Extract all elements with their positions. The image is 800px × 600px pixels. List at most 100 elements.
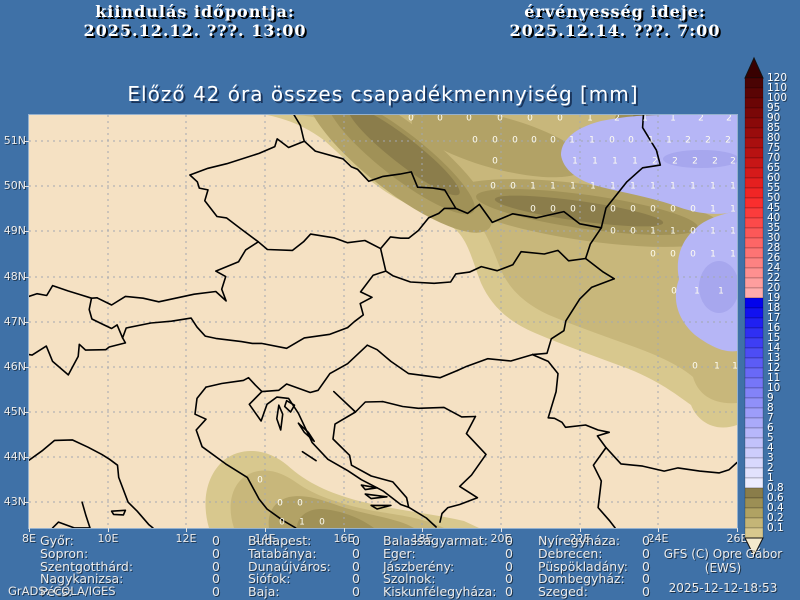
precip-value: 1 <box>530 182 536 192</box>
colorbar-segment <box>744 107 764 119</box>
precip-value: 0 <box>557 115 563 124</box>
station-name: Tatabánya: <box>248 545 317 561</box>
colorbar-segment <box>744 127 764 139</box>
precip-value: 1 <box>642 115 648 124</box>
colorbar-label: 22 <box>767 272 781 284</box>
station-precip-value: 0 <box>352 558 360 574</box>
lon-tick-mark <box>658 528 659 532</box>
lon-tick-mark <box>501 528 502 532</box>
precip-value: 1 <box>610 182 616 192</box>
precip-value: 0 <box>628 136 634 146</box>
precip-value: 1 <box>550 182 556 192</box>
run-time-header: kiindulás időpontja: 2025.12.12. ???. 13… <box>30 2 360 40</box>
colorbar-label: 40 <box>767 212 781 224</box>
colorbar-segment <box>744 497 764 509</box>
precip-value: 2 <box>730 157 736 167</box>
colorbar-segment <box>744 467 764 479</box>
border-island-cres <box>276 404 284 431</box>
border-croatia-bosnia-north-border <box>354 400 477 418</box>
colorbar-label: 0.4 <box>767 502 784 514</box>
station-name: Eger: <box>383 545 416 561</box>
station-name: Kiskunfélegyháza: <box>383 584 497 600</box>
precip-value: 2 <box>705 136 711 146</box>
colorbar-segment <box>744 207 764 219</box>
colorbar-segment <box>744 197 764 209</box>
colorbar-segment <box>744 517 764 529</box>
border-romania-bulgaria-danube <box>605 446 737 474</box>
precip-value: 0 <box>610 227 616 237</box>
precip-value: 0 <box>609 136 615 146</box>
precip-value: 0 <box>630 227 636 237</box>
colorbar-segment <box>744 137 764 149</box>
border-poland-ukraine-border <box>600 115 662 229</box>
colorbar-label: 11 <box>767 372 781 384</box>
valid-time-label: érvényesség ideje: <box>524 2 706 21</box>
station-name: Debrecen: <box>538 545 603 561</box>
border-germany-austria-border <box>96 241 260 306</box>
precip-value: 2 <box>725 136 731 146</box>
colorbar-label: 26 <box>767 252 781 264</box>
colorbar-segment <box>744 157 764 169</box>
station-precip-value: 0 <box>352 571 360 587</box>
colorbar-segment <box>744 327 764 339</box>
station-column-1: Győr: 0 Sopron: 0 Szentgotthárd: 0 Nagykanizsa… <box>40 534 220 599</box>
station-name: Dombegyház: <box>538 571 625 587</box>
station-row: Baja: 0 <box>248 585 360 599</box>
lat-tick-label: 45N <box>3 405 26 418</box>
border-island-hvar <box>364 493 388 500</box>
station-precip-value: 0 <box>642 533 650 548</box>
lat-tick-label: 51N <box>3 134 26 147</box>
colorbar-label: 50 <box>767 192 781 204</box>
precip-value: 1 <box>612 157 618 167</box>
credit-source: GFS (C) Opre Gábor <box>663 547 783 561</box>
colorbar-segment <box>744 437 764 449</box>
precip-lavender-upper <box>561 115 737 214</box>
colorbar-segment <box>744 167 764 179</box>
lon-tick-label: 18E <box>411 532 433 545</box>
station-precip-value: 0 <box>352 545 360 561</box>
precip-value: 0 <box>550 205 556 215</box>
colorbar-label: 55 <box>767 182 781 194</box>
border-ukraine-slovakia-border <box>584 227 603 260</box>
precip-value: 1 <box>730 250 736 260</box>
station-row: Nyíregyháza: 0 <box>538 533 650 548</box>
colorbar-label: 75 <box>767 142 781 154</box>
precip-value: 0 <box>671 287 677 297</box>
precip-value: 1 <box>670 115 676 124</box>
colorbar-label: 10 <box>767 382 781 394</box>
colorbar-label: 1 <box>767 472 774 484</box>
precip-value: 1 <box>592 157 598 167</box>
precip-value: 1 <box>710 205 716 215</box>
station-precip-value: 0 <box>505 545 513 561</box>
station-row: Budapest: 0 <box>248 534 360 548</box>
colorbar-segment <box>744 357 764 369</box>
precip-value: 1 <box>694 287 700 297</box>
map-canvas: 0 0 0 0 0 0 1 2 1 1 2 2 0 0 0 0 0 1 1 0 0 1 1 2 2 2 0 1 1 1 1 2 2 2 2 2 0 0 1 1… <box>28 114 738 529</box>
station-row: Tatabánya: 0 <box>248 545 360 561</box>
precip-value: 2 <box>692 157 698 167</box>
colorbar-segment <box>744 257 764 269</box>
lat-tick-mark <box>25 367 29 368</box>
colorbar-label: 2 <box>767 462 774 474</box>
creation-timestamp: 2025-12-12-18:53 <box>668 581 778 595</box>
precip-value: 1 <box>299 518 305 528</box>
station-column-2: Budapest: 0 Tatabánya: 0 Dunaújváros: 0 Siófok… <box>248 534 360 599</box>
lon-tick-mark <box>737 528 738 532</box>
colorbar-label: 6 <box>767 422 774 434</box>
lon-tick-mark <box>29 528 30 532</box>
station-row: Sopron: 0 <box>40 547 220 561</box>
colorbar-segment <box>744 97 764 109</box>
precip-value: 2 <box>726 115 732 124</box>
precip-value: 1 <box>650 227 656 237</box>
border-czech-border <box>189 138 457 252</box>
lat-tick-label: 47N <box>3 315 26 328</box>
border-serbia-romania-border <box>531 353 610 449</box>
precip-value: 1 <box>572 157 578 167</box>
precip-value: 0 <box>257 476 263 486</box>
precip-value: 0 <box>690 227 696 237</box>
precip-value: 1 <box>670 227 676 237</box>
precip-value: 1 <box>730 182 736 192</box>
colorbar-label: 7 <box>767 412 774 424</box>
precip-value: 2 <box>685 136 691 146</box>
colorbar-label: 12 <box>767 362 781 374</box>
